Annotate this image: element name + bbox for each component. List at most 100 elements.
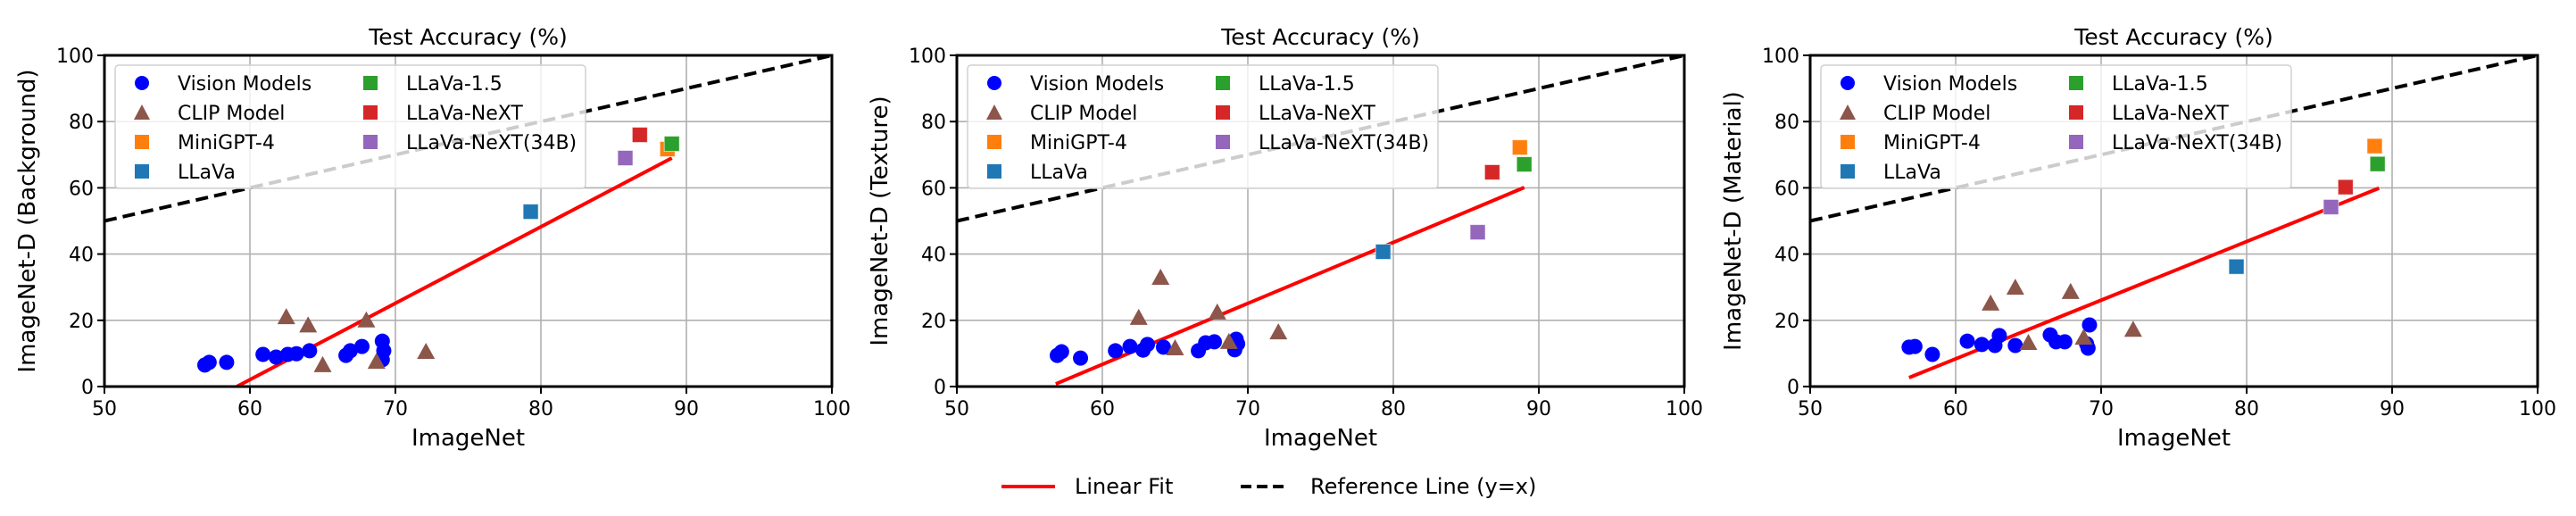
series-llava-1-5 — [1516, 156, 1533, 173]
axes-frame — [955, 54, 1686, 388]
data-point — [2337, 179, 2354, 196]
legend-marker-triangle-icon — [134, 104, 150, 120]
legend-marker-square-icon — [1216, 105, 1230, 120]
data-point — [1122, 338, 1138, 354]
data-point — [277, 308, 295, 325]
series-clip-model — [1129, 268, 1288, 355]
data-point — [2019, 334, 2038, 351]
y-tick-label: 80 — [921, 112, 946, 134]
series-llava-next — [631, 127, 648, 144]
y-tick-label: 0 — [81, 377, 94, 399]
reference-line — [104, 54, 833, 223]
data-point — [1991, 328, 2007, 344]
legend-label: CLIP Model — [1883, 103, 1990, 125]
data-point — [1053, 344, 1069, 360]
figure-legend: Linear Fit Reference Line (y=x) — [0, 464, 2576, 509]
data-point — [357, 311, 376, 328]
data-point — [1208, 303, 1226, 320]
series-llava-1-5 — [663, 136, 680, 153]
x-tick-label: 70 — [2089, 398, 2114, 420]
data-point — [255, 346, 271, 362]
x-axis-label: ImageNet — [411, 425, 525, 452]
x-tick-label: 100 — [813, 398, 851, 420]
reference-line-legend-label: Reference Line (y=x) — [1310, 474, 1536, 499]
series-llava — [2228, 258, 2245, 275]
series-minigpt-4 — [2366, 137, 2383, 154]
data-point — [1907, 338, 1923, 354]
data-point — [1924, 346, 1940, 362]
series-clip-model — [1982, 279, 2142, 351]
series-llava — [1375, 244, 1392, 261]
data-point — [1140, 337, 1156, 353]
series-llava-next-34b- — [1469, 224, 1486, 241]
legend-label: MiniGPT-4 — [178, 132, 275, 154]
x-tick-label: 70 — [383, 398, 408, 420]
data-point — [1269, 323, 1288, 340]
data-point — [1974, 337, 1990, 353]
axes-frame — [103, 54, 834, 388]
legend-label: LLaVa-1.5 — [1259, 73, 1355, 96]
y-tick-label: 80 — [69, 112, 94, 134]
data-point — [1166, 338, 1184, 355]
y-tick-label: 100 — [1762, 46, 1799, 68]
series-minigpt-4 — [1511, 139, 1528, 156]
data-point — [1207, 334, 1223, 350]
legend-label: LLaVa — [1030, 162, 1088, 184]
legend-frame — [114, 64, 586, 189]
data-point — [1375, 244, 1392, 261]
x-tick-label: 50 — [1798, 398, 1823, 420]
series-llava-next-34b- — [2323, 198, 2339, 215]
legend-marker-square-icon — [2069, 135, 2083, 149]
x-tick-label: 60 — [1090, 398, 1115, 420]
data-point — [288, 345, 304, 362]
legend-label: LLaVa-NeXT — [1259, 103, 1375, 125]
series-llava-next-34b- — [617, 150, 634, 167]
axes-frame — [1808, 54, 2539, 388]
data-point — [219, 354, 235, 370]
x-tick-label: 90 — [674, 398, 699, 420]
legend-marker-triangle-icon — [1840, 104, 1856, 120]
data-point — [2082, 317, 2098, 333]
data-point — [663, 136, 680, 153]
reference-line — [1809, 54, 2539, 223]
legend-marker-square-icon — [1841, 164, 1855, 179]
data-point — [2228, 258, 2245, 275]
legend-marker-square-icon — [1841, 135, 1855, 149]
data-point — [1483, 163, 1500, 180]
data-point — [2007, 337, 2023, 354]
data-point — [1155, 339, 1171, 355]
legend-frame — [967, 64, 1439, 189]
y-tick-label: 40 — [921, 245, 946, 267]
chart-panel-3: Vision Models CLIP Model MiniGPT-4 LLaVa LLa… — [1720, 24, 2556, 452]
chart-title: Test Accuracy (%) — [368, 24, 568, 50]
x-tick-label: 50 — [944, 398, 969, 420]
y-tick-label: 100 — [56, 46, 94, 68]
data-point — [2123, 320, 2142, 337]
legend-label: LLaVa-1.5 — [2112, 73, 2208, 96]
legend-marker-square-icon — [2069, 105, 2083, 120]
x-tick-label: 90 — [2380, 398, 2405, 420]
legend-marker-square-icon — [363, 135, 378, 149]
legend-marker-square-icon — [1216, 135, 1230, 149]
data-point — [2057, 334, 2073, 350]
chart-legend: Vision Models CLIP Model MiniGPT-4 LLaVa LLa… — [1820, 64, 2292, 189]
data-point — [631, 127, 648, 144]
series-clip-model — [277, 308, 436, 372]
x-tick-label: 80 — [1381, 398, 1406, 420]
legend-marker-square-icon — [987, 135, 1001, 149]
legend-label: MiniGPT-4 — [1883, 132, 1981, 154]
legend-label: LLaVa-NeXT — [2112, 103, 2229, 125]
legend-label: LLaVa-NeXT(34B) — [406, 132, 577, 154]
y-axis-label: ImageNet-D (Material) — [1720, 91, 1747, 351]
legend-marker-square-icon — [1216, 76, 1230, 90]
x-axis-label: ImageNet — [1264, 425, 1377, 452]
data-point — [367, 353, 386, 370]
data-point — [1511, 139, 1528, 156]
y-tick-label: 0 — [1787, 377, 1799, 399]
data-point — [2366, 137, 2383, 154]
legend-label: LLaVa-NeXT — [406, 103, 523, 125]
legend-label: LLaVa — [178, 162, 236, 184]
legend-frame — [1820, 64, 2292, 189]
y-axis-label: ImageNet-D (Background) — [14, 69, 41, 372]
